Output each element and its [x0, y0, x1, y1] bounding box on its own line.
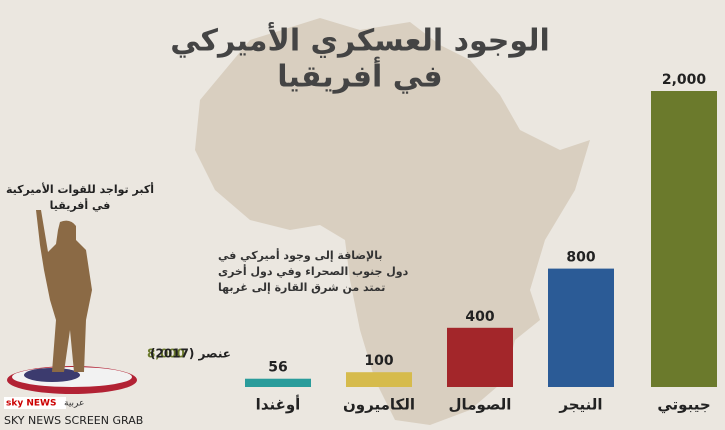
note: بالإضافة إلى وجود أميركي في — [218, 248, 383, 262]
flag-base — [24, 368, 80, 382]
highlight-label: أكبر تواجد للقوات الأميركية — [6, 182, 154, 196]
bar — [651, 91, 717, 387]
highlight-unit: عنصر (2017) — [150, 347, 231, 361]
logo: sky NEWS — [6, 399, 56, 409]
category-label: أوغندا — [256, 395, 301, 414]
value-label: 100 — [364, 353, 393, 369]
category-label: الصومال — [449, 396, 512, 414]
value-label: 800 — [566, 250, 595, 266]
africa-map — [195, 18, 590, 425]
bar — [346, 372, 412, 387]
chart-title: الوجود العسكري الأميركي — [170, 22, 550, 59]
bar — [447, 327, 513, 387]
note: تمتد من شرق القارة إلى غربها — [218, 281, 385, 294]
logo: عربية — [64, 399, 84, 409]
bar — [245, 378, 311, 387]
value-label: 400 — [465, 309, 494, 325]
highlight-label: في أفريقيا — [50, 198, 111, 212]
category-label: النيجر — [558, 396, 602, 414]
category-label: جيبوتي — [657, 396, 710, 414]
highlight-count: 8,000 — [147, 347, 185, 361]
category-label: الكاميرون — [343, 396, 415, 414]
soldier — [36, 210, 92, 372]
credit: SKY NEWS SCREEN GRAB — [4, 414, 143, 427]
chart-title: في أفريقيا — [277, 57, 442, 95]
value-label: 2,000 — [662, 72, 707, 88]
value-label: 56 — [268, 360, 287, 376]
logo-box — [4, 397, 66, 409]
bar — [548, 268, 614, 387]
note: دول جنوب الصحراء وفي دول أخرى — [218, 264, 409, 278]
